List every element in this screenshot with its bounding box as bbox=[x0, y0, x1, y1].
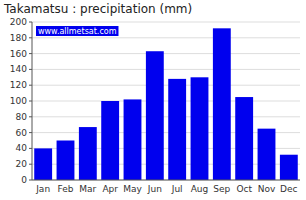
grid-line bbox=[32, 69, 300, 70]
bar bbox=[168, 79, 186, 180]
x-tick-label: Oct bbox=[236, 184, 252, 194]
bar bbox=[34, 148, 52, 180]
y-tick-label: 160 bbox=[10, 49, 27, 59]
chart: Takamatsu : precipitation (mm) 0 20 40 60 80 1… bbox=[0, 0, 306, 200]
y-tick-label: 140 bbox=[10, 64, 27, 74]
bar bbox=[235, 97, 253, 180]
x-tick-label: May bbox=[123, 184, 142, 194]
annotation-background bbox=[36, 26, 118, 36]
bar bbox=[101, 101, 119, 180]
y-tick-label: 0 bbox=[21, 175, 27, 185]
y-tick-label: 60 bbox=[16, 128, 28, 138]
bar bbox=[280, 155, 298, 180]
grid-line bbox=[32, 116, 300, 117]
bar bbox=[124, 99, 142, 180]
x-tick-label: Apr bbox=[102, 184, 118, 194]
grid-line bbox=[32, 53, 300, 54]
x-tick-label: Jun bbox=[147, 184, 162, 194]
title: Takamatsu : precipitation (mm) bbox=[3, 2, 192, 16]
bar bbox=[79, 127, 97, 180]
x-axis bbox=[32, 180, 300, 181]
y-axis bbox=[32, 22, 33, 180]
grid-line bbox=[32, 85, 300, 86]
grid-line bbox=[32, 22, 300, 23]
bar bbox=[146, 51, 164, 180]
x-tick-label: Sep bbox=[213, 184, 230, 194]
y-tick-label: 120 bbox=[10, 80, 27, 90]
y-tick-label: 100 bbox=[10, 96, 27, 106]
bar bbox=[213, 28, 231, 180]
x-tick-label: Feb bbox=[58, 184, 74, 194]
grid-line bbox=[32, 180, 300, 181]
bars bbox=[34, 28, 298, 180]
bar bbox=[258, 129, 276, 180]
bar bbox=[57, 141, 75, 181]
annotation: www.allmetsat.com bbox=[38, 27, 117, 36]
y-tick-label: 20 bbox=[16, 159, 28, 169]
x-tick-label: Jul bbox=[171, 184, 183, 194]
grid-line bbox=[32, 37, 300, 38]
y-tick-label: 40 bbox=[16, 143, 28, 153]
x-tick-label: Dec bbox=[280, 184, 297, 194]
x-tick-label: Mar bbox=[79, 184, 96, 194]
x-tick-label: Nov bbox=[258, 184, 276, 194]
x-tick-label: Aug bbox=[191, 184, 209, 194]
y-tick-label: 200 bbox=[10, 17, 27, 27]
grid-line bbox=[32, 101, 300, 102]
x-tick-label: Jan bbox=[35, 184, 50, 194]
y-tick-label: 80 bbox=[16, 112, 28, 122]
bar bbox=[191, 77, 209, 180]
y-tick-label: 180 bbox=[10, 33, 27, 43]
